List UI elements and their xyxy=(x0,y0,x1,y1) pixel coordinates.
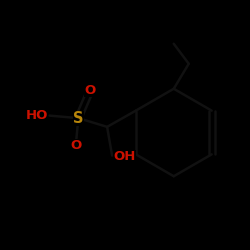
Text: HO: HO xyxy=(26,109,48,122)
Text: S: S xyxy=(73,110,84,126)
Text: O: O xyxy=(84,84,95,97)
Text: O: O xyxy=(70,139,82,152)
Text: OH: OH xyxy=(113,150,136,164)
